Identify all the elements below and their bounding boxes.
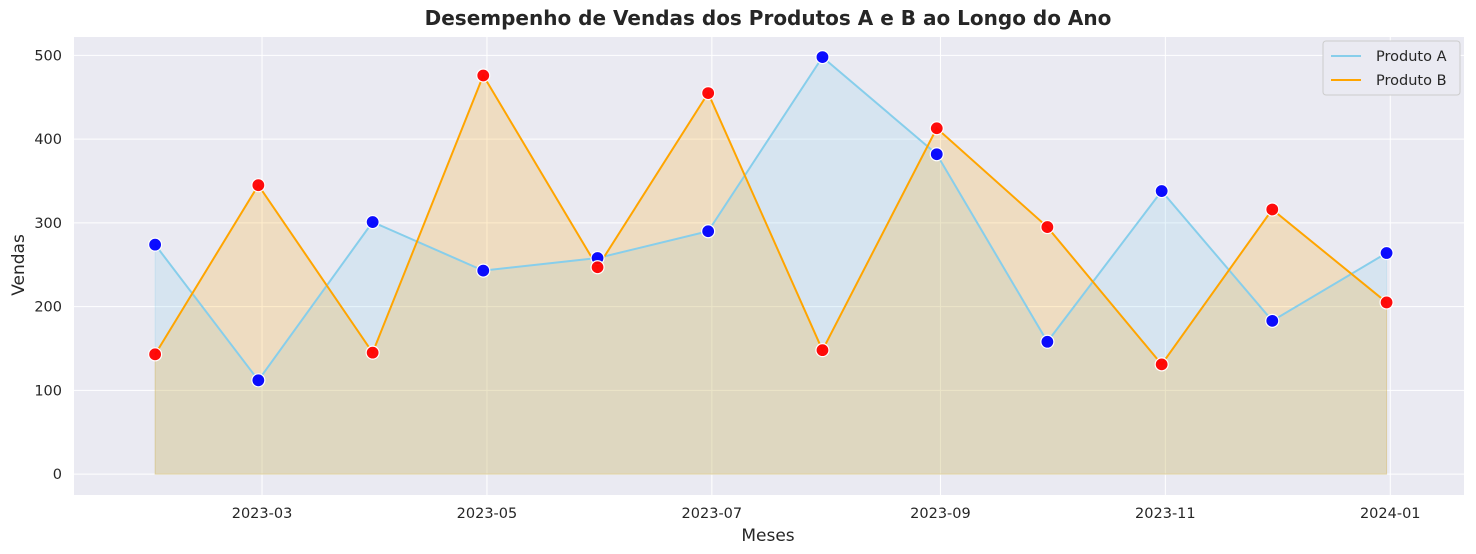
marker-produto-a (476, 263, 491, 278)
x-tick-label: 2023-03 (232, 506, 293, 522)
x-tick-label: 2023-09 (910, 506, 971, 522)
marker-produto-a (701, 224, 716, 239)
marker-produto-b (929, 121, 944, 136)
marker-produto-b (476, 68, 491, 83)
y-tick-label: 100 (34, 383, 62, 399)
legend-label-produto-a: Produto A (1376, 49, 1447, 65)
marker-produto-b (590, 260, 605, 275)
y-tick-label: 500 (34, 48, 62, 64)
x-tick-label: 2024-01 (1360, 506, 1421, 522)
marker-produto-a (815, 49, 830, 65)
marker-produto-b (1379, 295, 1394, 310)
marker-produto-a (251, 373, 266, 388)
legend-label-produto-b: Produto B (1376, 73, 1447, 89)
legend: Produto A Produto B (1322, 40, 1461, 96)
y-tick-label: 200 (34, 300, 62, 316)
line-produto-b (154, 73, 1388, 367)
marker-produto-b (1265, 202, 1280, 217)
marker-produto-a (1265, 313, 1280, 328)
marker-produto-b (148, 347, 163, 362)
x-axis-label: Meses (741, 526, 794, 546)
marker-produto-a (1154, 183, 1169, 199)
marker-produto-b (815, 343, 830, 358)
marker-produto-b (701, 85, 716, 101)
y-tick-label: 300 (34, 216, 62, 232)
x-tick-label: 2023-05 (457, 506, 518, 522)
line-produto-a (154, 55, 1388, 382)
marker-produto-b (365, 345, 380, 360)
marker-produto-a (148, 237, 163, 252)
x-tick-label: 2023-11 (1135, 506, 1196, 522)
y-tick-label: 0 (53, 467, 62, 483)
series-lines (154, 55, 1388, 382)
chart-title: Desempenho de Vendas dos Produtos A e B … (425, 6, 1112, 30)
series-markers (148, 49, 1394, 388)
marker-produto-b (251, 178, 266, 193)
tick-labels: 0 100 200 300 400 500 2023-03 2023-05 2023-07 202… (34, 48, 1420, 522)
marker-produto-a (1379, 245, 1394, 261)
marker-produto-a (929, 147, 944, 162)
y-axis-label: Vendas (9, 234, 29, 296)
grid (74, 37, 1464, 495)
marker-produto-b (1040, 219, 1055, 235)
marker-produto-a (365, 214, 380, 230)
marker-produto-a (1040, 334, 1055, 349)
marker-produto-b (1154, 357, 1169, 372)
legend-box (1322, 40, 1461, 96)
y-tick-label: 400 (34, 132, 62, 148)
x-tick-label: 2023-07 (682, 506, 743, 522)
